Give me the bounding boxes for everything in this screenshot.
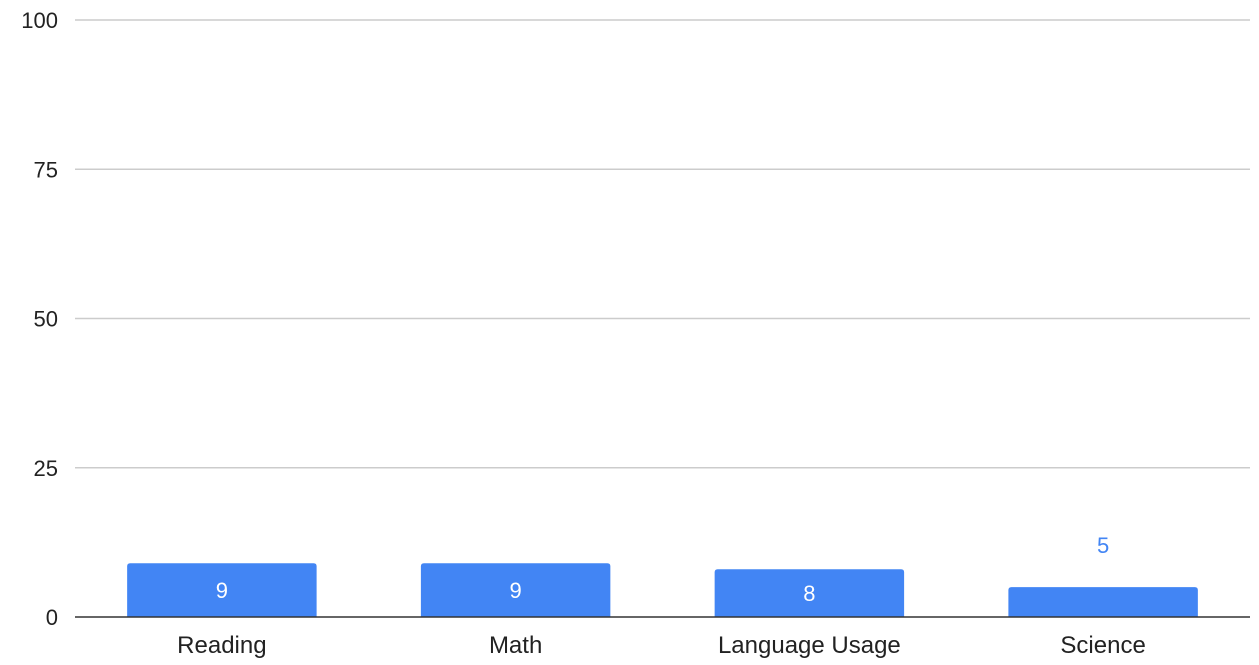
data-label: 9 [510, 578, 522, 603]
y-tick-label: 100 [21, 8, 58, 33]
data-labels: 9 9 8 5 [216, 533, 1110, 606]
y-tick-label: 50 [34, 307, 58, 332]
y-axis-ticks: 0 25 50 75 100 [21, 8, 58, 630]
x-category-label: Language Usage [718, 632, 901, 659]
gridlines [75, 19, 1250, 469]
y-tick-label: 25 [34, 456, 58, 481]
data-label: 5 [1097, 533, 1109, 558]
bar-language-usage [714, 569, 905, 617]
x-category-label: Reading [177, 632, 266, 659]
bar-science [1008, 587, 1198, 617]
bars [127, 563, 1198, 617]
bar-math [420, 563, 611, 617]
data-label: 9 [216, 578, 228, 603]
x-category-label: Math [489, 632, 542, 659]
x-category-label: Science [1060, 632, 1145, 659]
x-axis-labels: Reading Math Language Usage Science [177, 632, 1146, 659]
y-tick-label: 0 [46, 605, 58, 630]
y-tick-label: 75 [34, 157, 58, 182]
bar-reading [127, 563, 317, 617]
data-label: 8 [803, 581, 815, 606]
